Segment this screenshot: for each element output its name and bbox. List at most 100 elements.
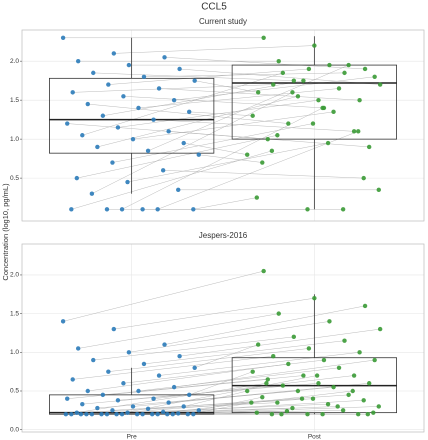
- point: [264, 381, 269, 386]
- point: [110, 160, 115, 165]
- pair-line: [123, 96, 324, 109]
- point: [186, 392, 192, 398]
- x-tick-label: Pre: [127, 434, 138, 440]
- pair-line: [97, 96, 298, 148]
- point: [245, 152, 250, 157]
- point: [75, 58, 81, 64]
- point: [60, 35, 66, 40]
- point: [357, 97, 362, 103]
- point: [351, 129, 357, 134]
- point: [177, 66, 182, 72]
- point: [275, 133, 280, 138]
- point: [106, 82, 111, 87]
- point: [110, 408, 115, 413]
- point: [357, 350, 362, 355]
- point: [255, 90, 261, 95]
- point: [106, 369, 111, 374]
- point: [366, 144, 372, 150]
- point: [346, 62, 351, 68]
- pair-line: [97, 390, 298, 409]
- point: [342, 70, 347, 76]
- point: [114, 412, 119, 417]
- pair-line: [78, 313, 279, 349]
- point: [156, 373, 162, 378]
- pair-line: [82, 72, 283, 136]
- point: [376, 404, 381, 409]
- point: [162, 342, 167, 347]
- pair-line: [132, 386, 334, 407]
- pair-line: [132, 111, 334, 140]
- point: [74, 410, 80, 415]
- pair-line: [102, 80, 304, 117]
- point: [95, 144, 100, 150]
- point: [65, 121, 70, 126]
- point: [191, 207, 196, 212]
- point: [362, 66, 368, 72]
- point: [280, 70, 286, 76]
- point: [325, 140, 331, 146]
- pair-line: [198, 154, 263, 163]
- point: [366, 381, 372, 386]
- point: [301, 78, 306, 83]
- point: [121, 381, 126, 386]
- point: [306, 66, 312, 72]
- point: [171, 384, 177, 390]
- point: [290, 405, 295, 411]
- pair-line: [108, 68, 309, 85]
- panel-border: [21, 29, 425, 222]
- box: [49, 77, 215, 154]
- point: [361, 398, 366, 403]
- point: [89, 412, 95, 417]
- point: [176, 411, 181, 416]
- point: [70, 90, 75, 95]
- y-tick-label: 1.5: [10, 97, 19, 104]
- pair-line: [179, 68, 381, 85]
- pair-line: [179, 328, 381, 357]
- pair-line: [113, 45, 315, 54]
- box: [49, 394, 215, 415]
- point: [69, 207, 74, 212]
- pair-line: [159, 352, 360, 376]
- point: [192, 78, 197, 83]
- pair-line: [117, 99, 319, 128]
- panel-border: [21, 243, 425, 433]
- point: [125, 179, 130, 185]
- point: [335, 404, 340, 409]
- point: [196, 408, 201, 413]
- point: [85, 388, 90, 394]
- pair-line: [174, 359, 375, 388]
- point: [91, 70, 96, 76]
- point: [111, 326, 117, 332]
- point: [130, 136, 136, 142]
- point: [100, 392, 106, 398]
- point: [305, 412, 310, 417]
- point: [80, 401, 85, 407]
- point: [134, 412, 140, 417]
- point: [271, 353, 276, 359]
- pair-line: [183, 390, 248, 407]
- point: [356, 129, 361, 134]
- pair-line: [198, 396, 263, 411]
- point: [185, 412, 191, 417]
- point: [162, 55, 167, 60]
- point: [340, 207, 346, 212]
- panel-title: Jespers-2016: [199, 231, 248, 240]
- y-tick-label: 1.0: [10, 136, 19, 143]
- point: [299, 396, 305, 401]
- point: [89, 191, 95, 196]
- point: [155, 412, 160, 417]
- pair-line: [157, 131, 359, 210]
- point: [284, 408, 290, 414]
- point: [160, 409, 166, 415]
- point: [74, 175, 80, 181]
- point: [255, 342, 261, 347]
- pair-line: [87, 363, 289, 392]
- point: [316, 381, 321, 386]
- y-tick-label: 0.0: [10, 426, 19, 433]
- point: [261, 268, 266, 274]
- y-tick-label: 2.0: [10, 272, 19, 279]
- pair-line: [72, 355, 274, 380]
- point: [365, 412, 371, 417]
- point: [119, 207, 125, 212]
